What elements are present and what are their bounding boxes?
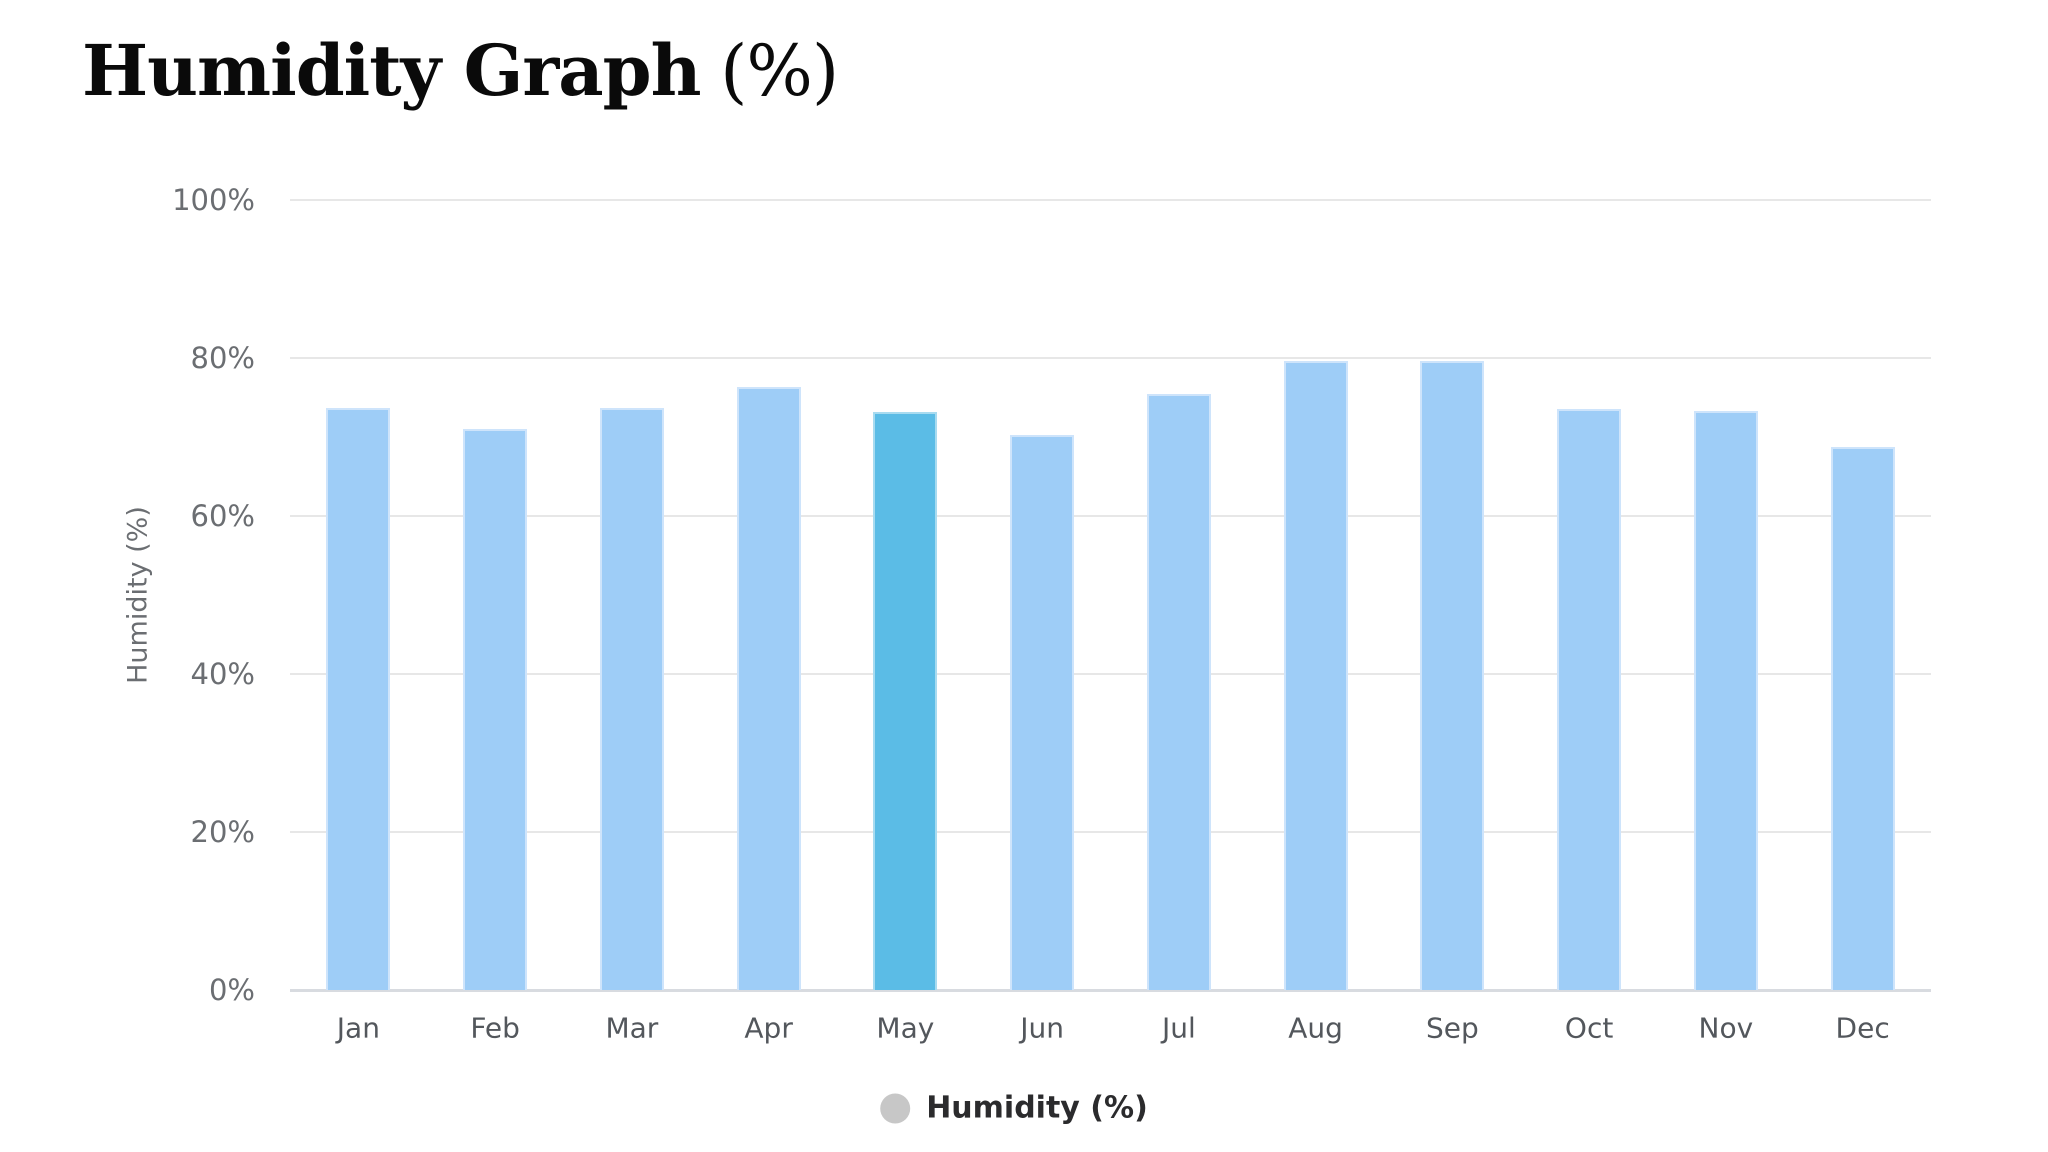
page-title: Humidity Graph (%) <box>82 34 839 109</box>
x-tick-label-apr: Apr <box>744 1011 793 1045</box>
bar-sep[interactable] <box>1420 361 1485 990</box>
bar-jun[interactable] <box>1010 435 1075 990</box>
bar-apr[interactable] <box>736 387 801 990</box>
gridline-100pct <box>290 199 1931 201</box>
x-axis-line <box>290 989 1931 992</box>
y-tick-label-0pct: 0% <box>208 973 255 1007</box>
x-tick-label-jan: Jan <box>336 1011 380 1045</box>
bar-mar[interactable] <box>599 408 664 990</box>
x-tick-label-may: May <box>876 1011 935 1045</box>
x-tick-label-aug: Aug <box>1288 1011 1343 1045</box>
chart-plot-area <box>290 199 1931 992</box>
page-title-suffix: (%) <box>720 30 839 112</box>
bar-oct[interactable] <box>1557 409 1622 990</box>
x-tick-label-feb: Feb <box>470 1011 520 1045</box>
page-title-main: Humidity Graph <box>82 29 701 112</box>
gridline-40pct <box>290 673 1931 675</box>
x-tick-label-oct: Oct <box>1564 1011 1614 1045</box>
x-tick-label-jul: Jul <box>1161 1011 1196 1045</box>
bar-jul[interactable] <box>1146 394 1211 990</box>
legend-label: Humidity (%) <box>926 1090 1148 1126</box>
x-tick-label-nov: Nov <box>1698 1011 1754 1045</box>
x-tick-label-jun: Jun <box>1020 1011 1064 1045</box>
y-tick-label-100pct: 100% <box>172 183 255 217</box>
bar-jan[interactable] <box>326 408 391 990</box>
bar-feb[interactable] <box>463 429 528 990</box>
gridline-60pct <box>290 515 1931 517</box>
bar-nov[interactable] <box>1693 411 1758 990</box>
y-tick-label-80pct: 80% <box>190 341 255 375</box>
bar-aug[interactable] <box>1283 361 1348 990</box>
x-tick-label-sep: Sep <box>1425 1011 1479 1045</box>
gridline-80pct <box>290 357 1931 359</box>
legend-marker-circle <box>880 1093 911 1123</box>
gridline-20pct <box>290 831 1931 833</box>
bar-may[interactable] <box>873 412 938 990</box>
bar-dec[interactable] <box>1830 447 1895 990</box>
legend-item-humidity[interactable]: Humidity (%) <box>880 1091 1148 1126</box>
y-tick-label-20pct: 20% <box>190 815 255 849</box>
x-tick-label-dec: Dec <box>1835 1011 1890 1045</box>
y-tick-label-60pct: 60% <box>190 499 255 533</box>
x-tick-label-mar: Mar <box>605 1011 659 1045</box>
y-tick-label-40pct: 40% <box>190 657 255 691</box>
